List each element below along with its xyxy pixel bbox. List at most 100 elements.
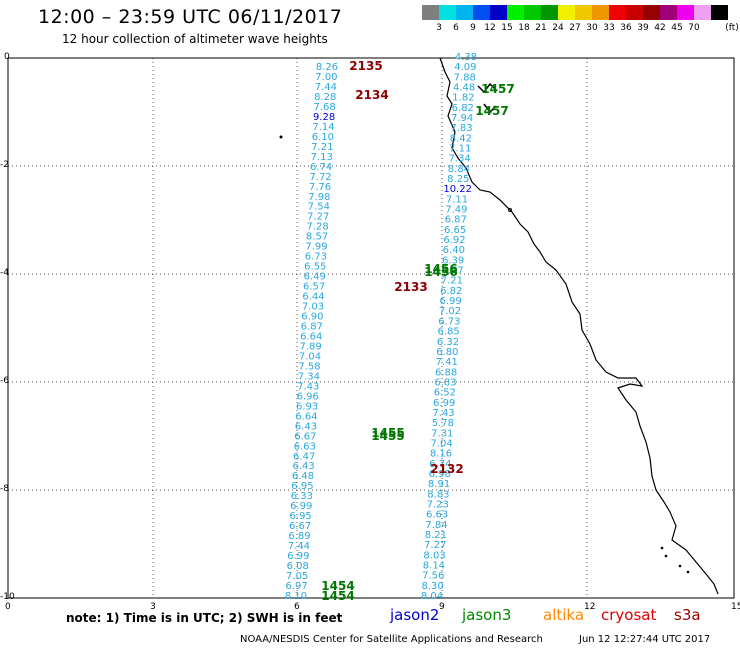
timestamp-text: Jun 12 12:27:44 UTC 2017 — [579, 634, 711, 645]
x-tick-label: 9 — [439, 602, 445, 612]
satellite-legend-altika: altika — [543, 606, 585, 624]
track-b-value: 6.85 — [438, 327, 460, 338]
track-b-value: 6.73 — [438, 316, 460, 327]
pass-label: 1455 — [371, 429, 404, 443]
track-b-value: 7.57 — [441, 266, 463, 277]
satellite-legend-jason2: jason2 — [390, 606, 440, 624]
y-tick-label: 0 — [4, 52, 10, 62]
pass-label: 1454 — [321, 589, 354, 603]
credit-text: NOAA/NESDIS Center for Satellite Applica… — [240, 634, 543, 645]
track-b-value: 7.11 — [449, 144, 471, 155]
track-b-value: 7.11 — [446, 194, 468, 205]
legend-unit: (ft) — [725, 23, 739, 33]
pass-label: 1456 — [424, 265, 457, 279]
y-tick-label: -6 — [0, 376, 9, 386]
island-shape — [477, 82, 497, 94]
y-tick-label: -10 — [0, 592, 15, 602]
track-b-value: 6.83 — [434, 377, 456, 388]
map-frame — [7, 57, 735, 599]
satellite-legend-s3a: s3a — [674, 606, 701, 624]
track-b-value: 4.09 — [454, 62, 476, 73]
pass-label: 1456 — [424, 262, 457, 276]
legend-label: 36 — [620, 23, 632, 33]
track-a-value: 6.57 — [303, 282, 325, 293]
track-a-value: 6.43 — [295, 421, 317, 432]
track-a-value: 7.58 — [298, 361, 320, 372]
legend-swatch — [422, 5, 439, 20]
track-b-value: 7.94 — [451, 113, 473, 124]
map-grid — [8, 58, 734, 598]
island-dot — [279, 135, 283, 139]
track-b-value: 5.78 — [432, 418, 454, 429]
legend-swatch — [575, 5, 592, 20]
track-b-value: 6.52 — [434, 388, 456, 399]
island-shape — [483, 103, 497, 114]
track-a-value: 6.33 — [291, 491, 313, 502]
track-b-value: 8.91 — [428, 479, 450, 490]
legend-swatch — [507, 5, 524, 20]
track-a-value: 7.13 — [311, 152, 333, 163]
track-a-value: 6.55 — [304, 262, 326, 273]
track-b-value: 8.21 — [425, 530, 447, 541]
track-b-value: 8.42 — [450, 133, 472, 144]
track-a-value: 6.90 — [301, 312, 323, 323]
track-a-value: 7.72 — [309, 172, 331, 183]
track-b-value: 6.99 — [439, 296, 461, 307]
legend-label: 21 — [535, 23, 547, 33]
altimeter-tracks: 8.267.007.448.287.689.287.146.107.217.13… — [285, 52, 477, 602]
legend-label: 45 — [671, 23, 683, 33]
track-a-value: 8.26 — [316, 62, 338, 73]
island-dot — [678, 564, 682, 568]
track-a-value: 6.10 — [312, 132, 334, 143]
island-dot — [660, 546, 664, 550]
legend-swatch — [592, 5, 609, 20]
track-a-value: 6.87 — [301, 322, 323, 333]
legend-swatch — [677, 5, 694, 20]
track-a-value: 6.95 — [290, 511, 312, 522]
legend-swatch — [439, 5, 456, 20]
track-b-value: 7.34 — [448, 154, 470, 165]
pass-label: 2134 — [355, 88, 388, 102]
track-a-value: 7.54 — [308, 202, 330, 213]
island-dot — [686, 570, 690, 574]
track-a-value: 6.89 — [288, 531, 310, 542]
track-b-value: 8.25 — [447, 174, 469, 185]
track-b-value: 6.98 — [429, 469, 451, 480]
track-b-value: 6.63 — [426, 510, 448, 521]
track-b-value: 7.23 — [427, 499, 449, 510]
track-a-value: 7.21 — [311, 142, 333, 153]
track-b-value: 7.27 — [424, 540, 446, 551]
pass-label: 1454 — [321, 579, 354, 593]
track-a-value: 6.43 — [292, 461, 314, 472]
track-b-value: 8.84 — [448, 164, 470, 175]
track-a-value: 7.03 — [302, 302, 324, 313]
track-a-value: 7.98 — [308, 192, 330, 203]
legend-swatch — [609, 5, 626, 20]
track-b-value: 6.40 — [443, 245, 465, 256]
x-tick-label: 6 — [294, 602, 300, 612]
track-b-value: 7.04 — [430, 438, 452, 449]
track-b-value: 7.41 — [436, 357, 458, 368]
track-a-value: 7.44 — [315, 82, 337, 93]
page-subtitle: 12 hour collection of altimeter wave hei… — [62, 32, 328, 46]
pass-label: 1455 — [371, 426, 404, 440]
track-b-value: 7.84 — [425, 520, 447, 531]
page-title: 12:00 – 23:59 UTC 06/11/2017 — [38, 6, 343, 28]
track-a-value: 7.27 — [307, 212, 329, 223]
track-a-value: 8.28 — [314, 92, 336, 103]
legend-label: 70 — [688, 23, 700, 33]
track-a-value: 7.44 — [288, 541, 310, 552]
x-tick-label: 0 — [5, 602, 11, 612]
track-a-value: 7.99 — [305, 242, 327, 253]
track-b-value: 7.49 — [445, 205, 467, 216]
track-b-value: 6.82 — [440, 286, 462, 297]
legend-label: 24 — [552, 23, 564, 33]
track-b-value: 6.80 — [436, 347, 458, 358]
track-a-value: 8.10 — [285, 591, 307, 602]
track-b-value: 8.03 — [423, 550, 445, 561]
legend-label: 15 — [501, 23, 513, 33]
track-b-value: 4.48 — [453, 83, 475, 94]
track-a-value: 6.67 — [294, 431, 316, 442]
legend-label: 30 — [586, 23, 598, 33]
